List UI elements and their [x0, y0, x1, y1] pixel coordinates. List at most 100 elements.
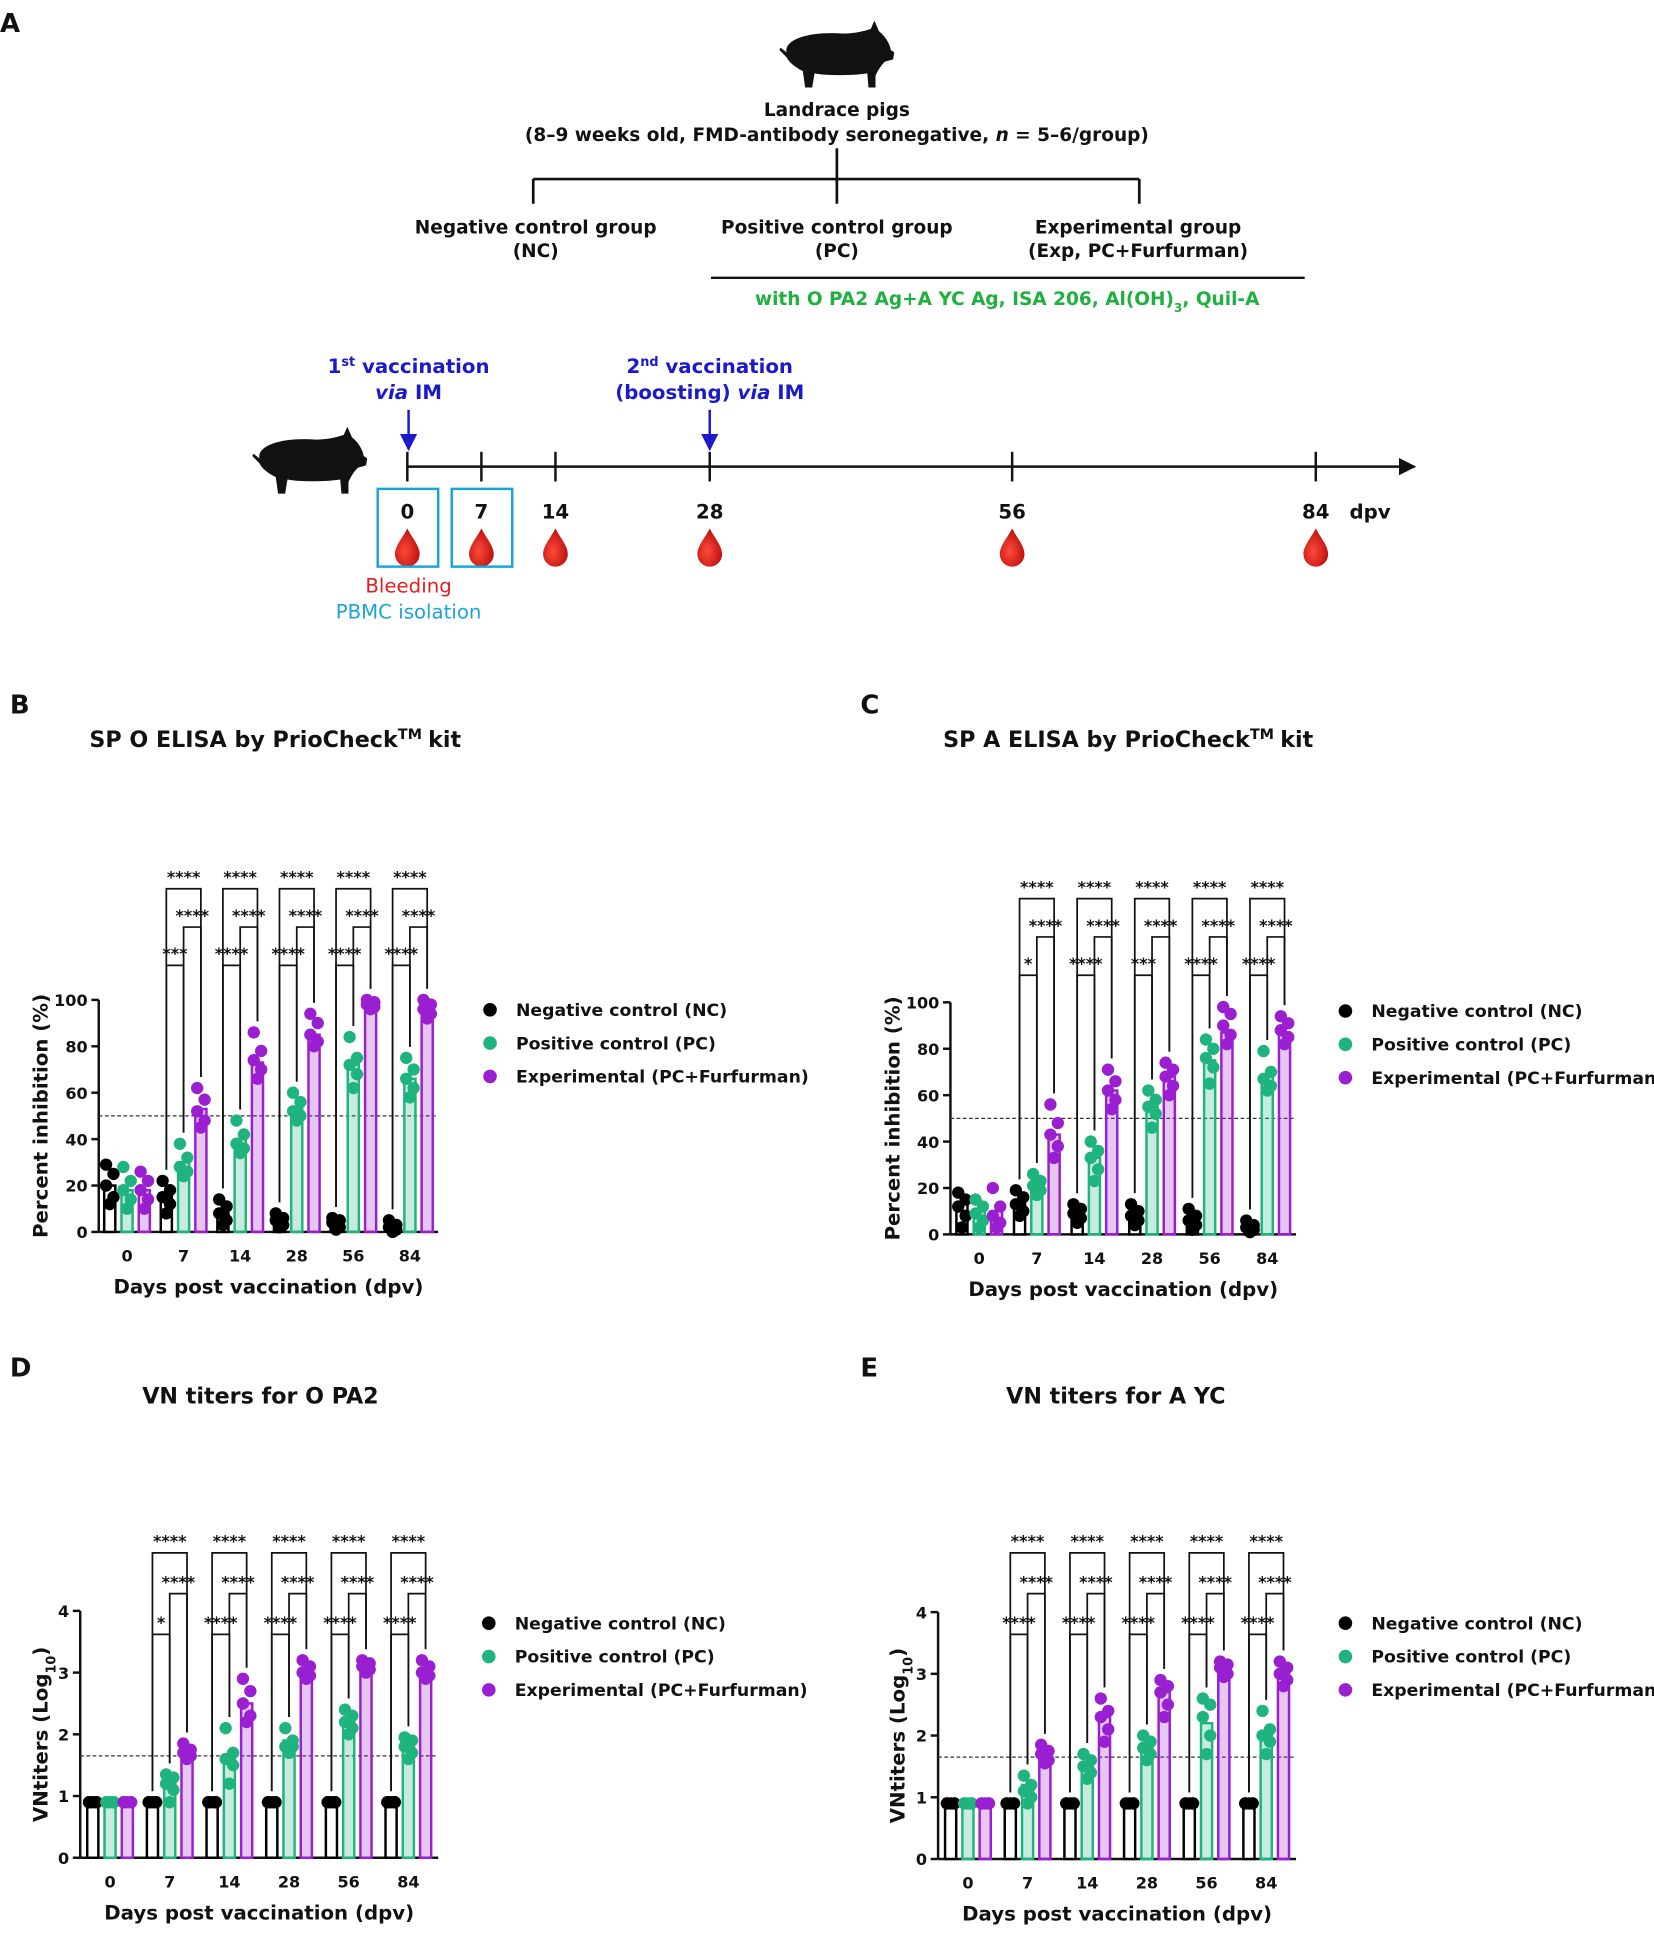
- bar: [1260, 1075, 1275, 1236]
- bar: [1220, 1031, 1234, 1236]
- bar: [299, 1671, 314, 1859]
- vaccination-route: (boosting) via IM: [615, 381, 804, 404]
- data-point: [120, 1202, 134, 1215]
- text-part: = 5–6/group): [1009, 125, 1149, 146]
- data-point: [990, 1221, 1003, 1234]
- significance-label: ****: [337, 868, 371, 887]
- data-point: [181, 1151, 194, 1164]
- data-point: [1263, 1735, 1277, 1748]
- bar: [341, 1720, 356, 1859]
- chart-title: VN titers for A YC: [1006, 1384, 1225, 1410]
- pbmc-box: [450, 487, 514, 568]
- significance-label: ****: [1184, 954, 1218, 973]
- significance-label: ****: [1002, 1613, 1036, 1632]
- day-label: 0: [400, 501, 414, 524]
- blood-drop: [394, 528, 420, 567]
- data-point: [955, 1221, 969, 1234]
- legend-marker: [482, 1683, 496, 1697]
- significance-label: ****: [264, 1613, 298, 1632]
- legend-label: Negative control (NC): [515, 1614, 726, 1634]
- data-point: [1204, 1698, 1217, 1711]
- significance-bracket: [1248, 1552, 1285, 1793]
- legend-label: Negative control (NC): [1371, 1614, 1582, 1634]
- significance-label: ****: [1019, 1572, 1053, 1591]
- data-point: [219, 1721, 232, 1735]
- y-tick-label: 20: [917, 1179, 939, 1198]
- x-tick-label: 14: [1076, 1874, 1098, 1893]
- y-tick-label: 40: [65, 1130, 87, 1149]
- legend-label: Experimental (PC+Furfurman): [1371, 1681, 1654, 1701]
- significance-label: ****: [175, 906, 209, 925]
- panel-letter: C: [860, 691, 879, 721]
- significance-label: ****: [1121, 1613, 1155, 1632]
- significance-bracket: [1128, 1552, 1166, 1793]
- data-point: [1044, 1098, 1057, 1111]
- y-tick-label: 20: [65, 1177, 87, 1196]
- x-axis-label: Days post vaccination (dpv): [114, 1276, 424, 1299]
- y-tick-label: 100: [906, 994, 939, 1013]
- data-point: [350, 1067, 364, 1081]
- data-point: [384, 1796, 398, 1809]
- significance-label: ****: [400, 1572, 434, 1591]
- data-point: [1224, 1028, 1237, 1042]
- text-part: n: [996, 125, 1009, 146]
- significance-label: ****: [1202, 916, 1236, 935]
- bar: [943, 1802, 958, 1861]
- group-name: Positive control group: [721, 217, 953, 238]
- text-part: Days post vaccination (dpv): [104, 1901, 414, 1924]
- significance-label: ****: [1086, 916, 1120, 935]
- y-tick-label: 2: [58, 1725, 69, 1744]
- text-part: st: [341, 354, 355, 369]
- significance-label: ****: [345, 906, 379, 925]
- data-point: [251, 1072, 264, 1085]
- day-label: 7: [475, 501, 489, 524]
- data-point: [1199, 1051, 1213, 1065]
- data-point: [99, 1158, 113, 1171]
- significance-bracket: [165, 887, 202, 1170]
- data-point: [1183, 1797, 1196, 1810]
- data-point: [1021, 1797, 1034, 1810]
- text-part: IM: [770, 381, 804, 404]
- significance-label: ****: [271, 944, 305, 963]
- significance-bracket: [1018, 974, 1038, 1180]
- data-point: [1217, 1670, 1231, 1684]
- data-point: [1081, 1772, 1094, 1785]
- x-tick-label: 0: [104, 1872, 115, 1891]
- x-tick-label: 28: [1136, 1874, 1158, 1893]
- significance-label: ****: [328, 944, 362, 963]
- data-point: [163, 1197, 177, 1211]
- data-point: [1158, 1710, 1171, 1724]
- bar: [363, 1003, 378, 1234]
- bar: [205, 1800, 219, 1859]
- significance-label: ****: [215, 944, 249, 963]
- data-point: [400, 1051, 413, 1065]
- data-point: [1145, 1121, 1159, 1134]
- blood-drop: [999, 528, 1025, 567]
- text-part: 14: [542, 501, 569, 524]
- significance-label: ****: [393, 868, 427, 887]
- significance-bracket: [1069, 1552, 1106, 1793]
- data-point: [1070, 1216, 1084, 1229]
- bar: [418, 1671, 433, 1859]
- data-point: [1161, 1698, 1175, 1711]
- legend-label: Experimental (PC+Furfurman): [1371, 1069, 1654, 1089]
- data-point: [1030, 1188, 1044, 1202]
- data-point: [325, 1796, 338, 1809]
- data-point: [944, 1797, 957, 1810]
- text-part: VNtiters (Log: [886, 1675, 909, 1823]
- text-part: Days post vaccination (dpv): [962, 1903, 1272, 1926]
- data-point: [1204, 1729, 1217, 1742]
- y-axis-label: VNtiters (Log10): [30, 1647, 60, 1822]
- significance-bracket: [1188, 1552, 1225, 1793]
- data-point: [1149, 1107, 1162, 1120]
- bar: [978, 1802, 992, 1861]
- significance-label: ****: [1130, 1532, 1164, 1551]
- text-part: Percent inhibition (%): [881, 996, 904, 1240]
- bar: [250, 1061, 265, 1234]
- text-part: (NC): [513, 241, 559, 262]
- legend-marker: [483, 1036, 497, 1050]
- text-part: 84: [1302, 501, 1329, 524]
- panel-letter: E: [860, 1353, 878, 1383]
- significance-label: ***: [162, 944, 188, 963]
- data-point: [282, 1746, 296, 1760]
